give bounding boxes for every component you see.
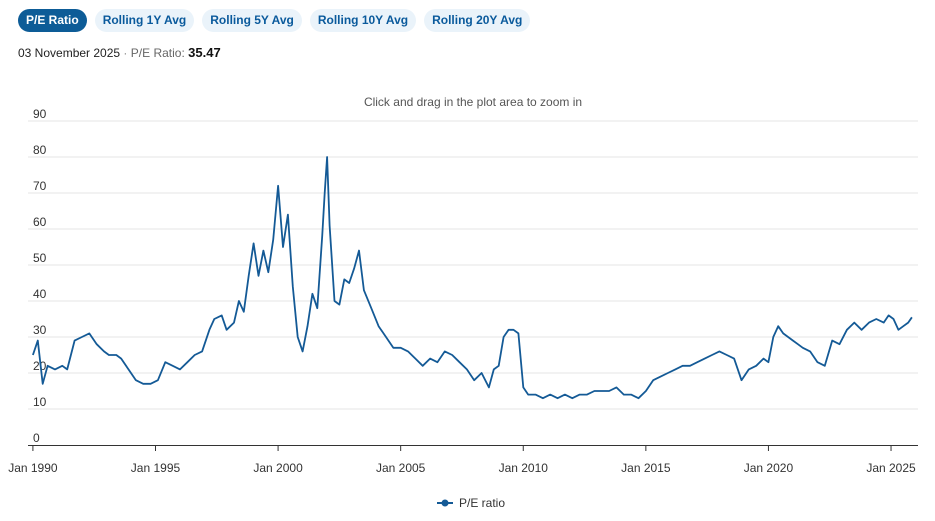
tab-pe-ratio[interactable]: P/E Ratio — [18, 9, 87, 32]
latest-value-info: 03 November 2025 · P/E Ratio: 35.47 — [18, 45, 221, 60]
chart-tabs: P/E Ratio Rolling 1Y Avg Rolling 5Y Avg … — [18, 9, 531, 32]
x-tick-label: Jan 1990 — [8, 461, 58, 475]
tab-rolling-20y-avg[interactable]: Rolling 20Y Avg — [424, 9, 531, 32]
x-tick-label: Jan 1995 — [131, 461, 181, 475]
y-tick-label: 40 — [33, 287, 47, 301]
x-tick-label: Jan 2010 — [499, 461, 549, 475]
y-tick-label: 70 — [33, 179, 47, 193]
y-tick-label: 0 — [33, 431, 40, 445]
pe-ratio-series-line[interactable] — [32, 156, 913, 400]
x-axis: Jan 1990 Jan 1995 Jan 2000 Jan 2005 Jan 2010… — [8, 445, 918, 475]
pe-ratio-value: 35.47 — [188, 45, 221, 60]
grid-lines — [28, 120, 918, 410]
legend-label: P/E ratio — [459, 496, 505, 510]
legend-marker-icon — [441, 499, 449, 507]
x-tick-label: Jan 2015 — [621, 461, 671, 475]
x-tick-label: Jan 2025 — [866, 461, 916, 475]
tab-rolling-1y-avg[interactable]: Rolling 1Y Avg — [94, 9, 195, 32]
y-tick-label: 30 — [33, 323, 47, 337]
tab-rolling-5y-avg[interactable]: Rolling 5Y Avg — [202, 9, 302, 32]
y-tick-label: 10 — [33, 395, 47, 409]
y-tick-label: 60 — [33, 215, 47, 229]
y-tick-label: 80 — [33, 143, 47, 157]
info-separator: · — [123, 46, 128, 60]
zoom-hint: Click and drag in the plot area to zoom … — [364, 95, 582, 109]
tab-rolling-10y-avg[interactable]: Rolling 10Y Avg — [309, 9, 417, 32]
pe-ratio-label: P/E Ratio: — [130, 46, 185, 60]
y-tick-label: 90 — [33, 107, 47, 121]
chart-legend[interactable]: P/E ratio — [437, 496, 505, 510]
y-tick-label: 50 — [33, 251, 47, 265]
x-tick-label: Jan 2020 — [744, 461, 794, 475]
latest-date: 03 November 2025 — [18, 46, 121, 60]
x-tick-label: Jan 2005 — [376, 461, 426, 475]
x-tick-label: Jan 2000 — [253, 461, 303, 475]
